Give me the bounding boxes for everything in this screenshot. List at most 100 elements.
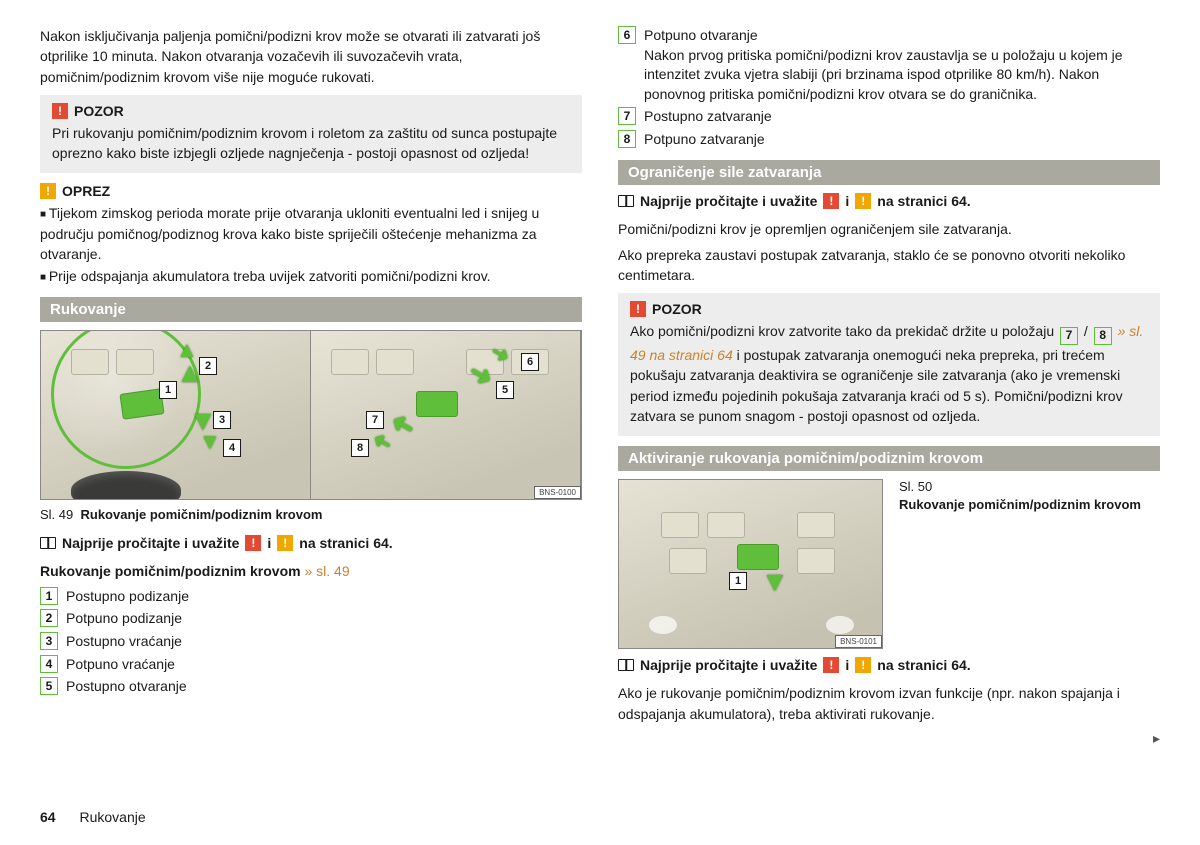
page-number: 64 — [40, 809, 56, 825]
sunroof-control — [119, 388, 164, 420]
readfirst-mid: i — [845, 193, 849, 209]
section1-p1: Pomični/podizni krov je opremljen ograni… — [618, 219, 1160, 239]
pozor-text: Pri rukovanju pomičnim/podiznim krovom i… — [52, 123, 570, 164]
list-item: 2Potpuno podizanje — [40, 609, 582, 629]
left-column: Nakon isključivanja paljenja pomični/pod… — [40, 26, 582, 747]
figure-50-caption: Sl. 50 Rukovanje pomičnim/podiznim krovo… — [899, 479, 1160, 649]
callout-3: 3 — [213, 411, 231, 429]
callout-5: 5 — [496, 381, 514, 399]
warning-icon: ! — [245, 535, 261, 551]
num-box: 3 — [40, 632, 58, 650]
figure-label: Sl. 50 — [899, 479, 1160, 494]
page-footer: 64 Rukovanje — [40, 809, 146, 825]
dash-button — [116, 349, 154, 375]
pozor-sep: / — [1084, 323, 1088, 339]
item-text: Postupno vraćanje — [66, 632, 582, 652]
intro-paragraph: Nakon isključivanja paljenja pomični/pod… — [40, 26, 582, 87]
page-columns: Nakon isključivanja paljenja pomični/pod… — [40, 26, 1160, 747]
callout-1: 1 — [729, 572, 747, 590]
oprez-item: Prije odspajanja akumulatora treba uvije… — [40, 266, 582, 286]
num-box: 1 — [40, 587, 58, 605]
callout-6: 6 — [521, 353, 539, 371]
section-bar-ogr: Ograničenje sile zatvaranja — [618, 160, 1160, 185]
footer-section: Rukovanje — [79, 809, 145, 825]
pozor-box: ! POZOR Pri rukovanju pomičnim/podiznim … — [40, 95, 582, 174]
figure-50: ▼ 1 BNS-0101 — [618, 479, 883, 649]
item-text: Potpuno vraćanje — [66, 655, 582, 675]
list-item: 1 Postupno podizanje — [40, 587, 582, 607]
dash-button — [71, 349, 109, 375]
caution-icon: ! — [855, 657, 871, 673]
readfirst-post: na stranici 64. — [877, 657, 970, 673]
readfirst-post: na stranici 64. — [299, 535, 392, 551]
item-text: Potpuno podizanje — [66, 609, 582, 629]
list-item: 3 Postupno vraćanje — [40, 632, 582, 652]
oprez-title: OPREZ — [62, 183, 110, 199]
figure-49: ▲ ▲ ▼ ▼ 1 2 3 4 ➜ ➜ ➜ ➜ 5 6 7 — [40, 330, 582, 500]
figure-50-row: ▼ 1 BNS-0101 Sl. 50 Rukovanje pomičnim/p… — [618, 479, 1160, 649]
figure-49-panel-left: ▲ ▲ ▼ ▼ 1 2 3 4 — [41, 331, 311, 499]
item-text: Potpuno zatvaranje — [644, 130, 1160, 150]
book-icon — [40, 537, 56, 549]
section-bar-akt: Aktiviranje rukovanja pomičnim/podiznim … — [618, 446, 1160, 471]
num-box: 8 — [1094, 327, 1112, 345]
caution-icon: ! — [277, 535, 293, 551]
callout-2: 2 — [199, 357, 217, 375]
figure-49-panel-right: ➜ ➜ ➜ ➜ 5 6 7 8 — [311, 331, 581, 499]
oprez-list: Tijekom zimskog perioda morate prije otv… — [40, 203, 582, 286]
list-item: 6 Potpuno otvaranje Nakon prvog pritiska … — [618, 26, 1160, 104]
figure-label: Sl. 49 — [40, 507, 73, 522]
item-text: Postupno otvaranje — [66, 677, 582, 697]
read-first-line: Najprije pročitajte i uvažite ! i ! na s… — [618, 657, 1160, 673]
callout-1: 1 — [159, 381, 177, 399]
item-text: Potpuno otvaranje Nakon prvog pritiska p… — [644, 26, 1160, 104]
pozor-2-text: Ako pomični/podizni krov zatvorite tako … — [630, 321, 1148, 426]
oprez-item: Tijekom zimskog perioda morate prije otv… — [40, 203, 582, 264]
callout-7: 7 — [366, 411, 384, 429]
dash-button — [669, 548, 707, 574]
item-text: Postupno podizanje — [66, 587, 582, 607]
section2-p1: Ako je rukovanje pomičnim/podiznim krovo… — [618, 683, 1160, 724]
num-box: 7 — [618, 107, 636, 125]
sunroof-control — [416, 391, 458, 417]
readfirst-post: na stranici 64. — [877, 193, 970, 209]
arrow-down-icon: ▼ — [761, 568, 789, 596]
book-icon — [618, 195, 634, 207]
item-text: Postupno zatvaranje — [644, 107, 1160, 127]
readfirst-pre: Najprije pročitajte i uvažite — [640, 657, 817, 673]
subheading: Rukovanje pomičnim/podiznim krovom — [40, 563, 301, 579]
pozor-title: POZOR — [652, 301, 702, 317]
read-first-line: Najprije pročitajte i uvažite ! i ! na s… — [618, 193, 1160, 209]
figure-title: Rukovanje pomičnim/podiznim krovom — [80, 507, 322, 522]
figure-link[interactable]: » sl. 49 — [304, 563, 349, 579]
readfirst-mid: i — [845, 657, 849, 673]
read-first-line: Najprije pročitajte i uvažite ! i ! na s… — [40, 535, 582, 551]
pozor-box-2: ! POZOR Ako pomični/podizni krov zatvori… — [618, 293, 1160, 436]
num-box: 4 — [40, 655, 58, 673]
figure-code: BNS-0100 — [534, 486, 581, 499]
figure-49-caption: Sl. 49 Rukovanje pomičnim/podiznim krovo… — [40, 506, 582, 525]
definition-list-right: 6 Potpuno otvaranje Nakon prvog pritiska … — [618, 26, 1160, 150]
arrow-up-icon: ▲ — [176, 339, 198, 361]
list-item: 5Postupno otvaranje — [40, 677, 582, 697]
figure-title: Rukovanje pomičnim/podiznim krovom — [899, 496, 1160, 514]
readfirst-pre: Najprije pročitajte i uvažite — [640, 193, 817, 209]
pozor-title-row: ! POZOR — [630, 301, 1148, 317]
warning-icon: ! — [52, 103, 68, 119]
readfirst-pre: Najprije pročitajte i uvažite — [62, 535, 239, 551]
dash-button — [707, 512, 745, 538]
arrow-down-icon: ▼ — [199, 431, 221, 453]
readfirst-mid: i — [267, 535, 271, 551]
subheading-row: Rukovanje pomičnim/podiznim krovom » sl.… — [40, 561, 582, 581]
num-box: 6 — [618, 26, 636, 44]
section1-p2: Ako prepreka zaustavi postupak zatvaranj… — [618, 245, 1160, 286]
list-item: 8Potpuno zatvaranje — [618, 130, 1160, 150]
dome-light — [826, 616, 854, 634]
num-box: 7 — [1060, 327, 1078, 345]
figure-code: BNS-0101 — [835, 635, 882, 648]
section-bar-rukovanje: Rukovanje — [40, 297, 582, 322]
dash-button — [376, 349, 414, 375]
dash-button — [661, 512, 699, 538]
pozor-title: POZOR — [74, 103, 124, 119]
warning-icon: ! — [823, 657, 839, 673]
